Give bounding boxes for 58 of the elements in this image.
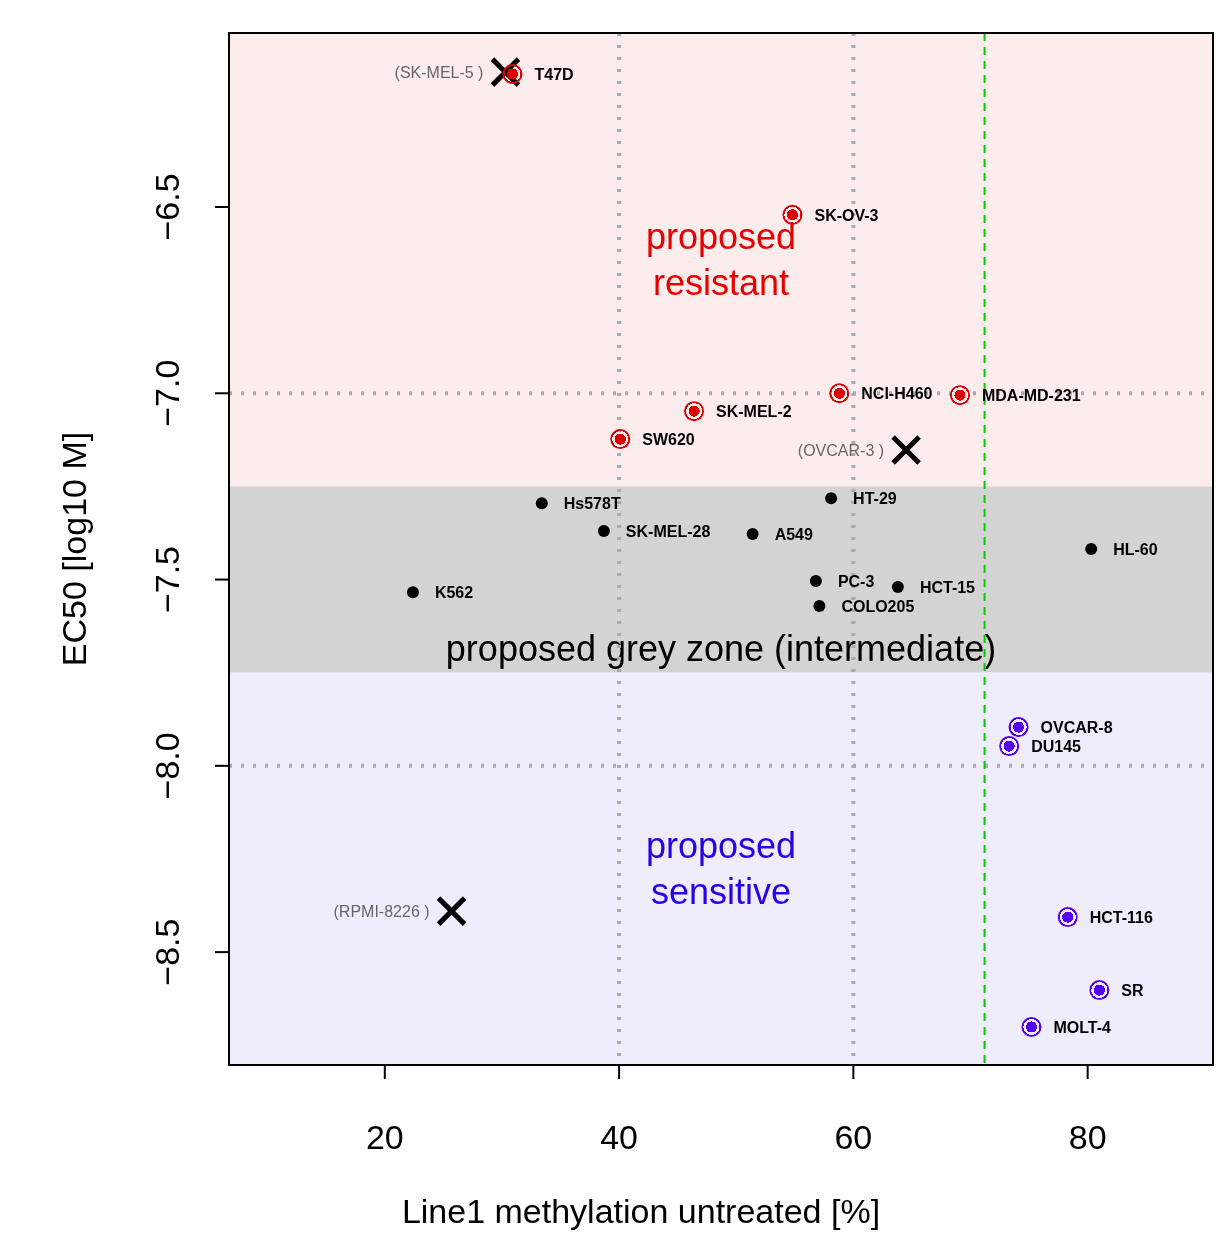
point [1085, 543, 1098, 555]
data-label: DU145 [1031, 738, 1082, 756]
point [610, 429, 631, 450]
point [406, 586, 419, 599]
data-label: SR [1121, 982, 1145, 1000]
point [813, 600, 826, 612]
data-label: SK-MEL-28 [625, 523, 711, 541]
data-label: SW620 [642, 431, 695, 449]
y-tick-label: −7.0 [148, 359, 186, 427]
point [436, 895, 468, 927]
x-tick-label: 80 [1068, 1118, 1107, 1156]
data-label: HL-60 [1113, 541, 1158, 558]
data-label: PC-3 [837, 573, 875, 591]
data-label: COLO205 [841, 598, 915, 615]
point [746, 528, 759, 541]
data-label: (OVCAR-3 ) [797, 441, 885, 459]
data-label: HCT-116 [1089, 909, 1153, 927]
data-label: HCT-15 [919, 579, 976, 596]
point [1021, 1017, 1042, 1037]
band-label: proposed sensitive [645, 824, 797, 912]
data-label: OVCAR-8 [1040, 719, 1113, 737]
x-axis-title: Line1 methylation untreated [%] [401, 1192, 881, 1230]
y-tick-label: −7.5 [148, 545, 186, 614]
data-label: A549 [774, 526, 813, 544]
band-label: proposed grey zone (intermediate) [445, 627, 997, 669]
point [535, 497, 548, 510]
data-label: NCI-H460 [861, 385, 933, 403]
data-label: SK-MEL-2 [716, 403, 792, 421]
point [825, 492, 838, 505]
data-label: (SK-MEL-5 ) [394, 64, 484, 82]
y-tick-label: −8.0 [148, 732, 186, 800]
point [829, 383, 850, 404]
data-label: MDA-MD-231 [981, 387, 1081, 405]
point [949, 385, 970, 406]
point [891, 581, 904, 593]
y-tick-label: −6.5 [148, 173, 186, 241]
point [1008, 717, 1029, 738]
band-label: proposed resistant [645, 215, 797, 303]
data-label: HT-29 [853, 490, 897, 508]
point [999, 736, 1020, 757]
x-tick-label: 40 [600, 1118, 638, 1156]
x-tick-label: 20 [365, 1118, 404, 1156]
point [809, 575, 822, 588]
point [684, 401, 705, 422]
data-label: Hs578T [563, 495, 621, 513]
y-tick-label: −8.5 [148, 918, 186, 986]
y-axis-title: EC50 [log10 M] [55, 431, 93, 667]
x-tick-label: 60 [834, 1118, 873, 1156]
point [890, 434, 922, 466]
data-label: SK-OV-3 [814, 206, 879, 224]
data-label: (RPMI-8226 ) [333, 903, 430, 921]
data-label: MOLT-4 [1053, 1019, 1112, 1036]
data-label: K562 [434, 584, 474, 602]
point [1057, 907, 1078, 928]
point [1089, 980, 1110, 1001]
point [502, 63, 523, 84]
data-label: T47D [534, 65, 574, 83]
point [597, 525, 610, 538]
